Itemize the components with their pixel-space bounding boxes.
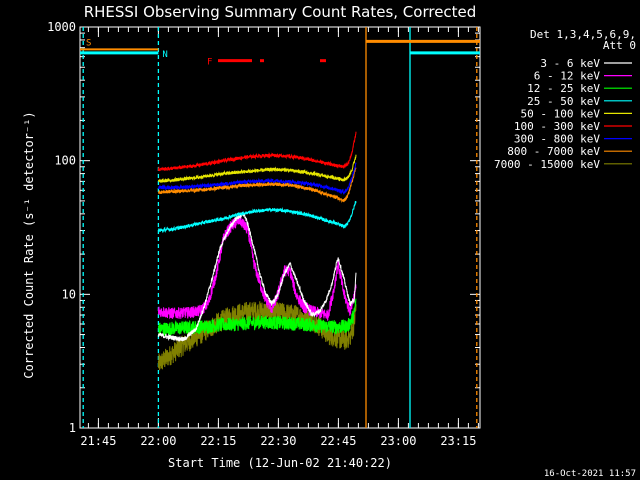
legend-label: 3 - 6 keV <box>540 57 600 70</box>
series-line <box>157 211 357 343</box>
legend-label: 12 - 25 keV <box>527 82 600 95</box>
legend-label: 25 - 50 keV <box>527 95 600 108</box>
plot-frame <box>79 26 481 429</box>
series-line <box>157 131 357 172</box>
saa-label: S <box>86 38 91 48</box>
legend-label: 50 - 100 keV <box>521 107 601 120</box>
y-tick-label: 1 <box>69 421 76 435</box>
x-tick-label: 21:45 <box>80 434 116 448</box>
x-tick-label: 22:15 <box>200 434 236 448</box>
x-axis-label: Start Time (12-Jun-02 21:40:22) <box>168 456 392 470</box>
y-tick-label: 1000 <box>47 20 76 34</box>
chart-title: RHESSI Observing Summary Count Rates, Co… <box>84 3 477 21</box>
x-tick-label: 23:15 <box>440 434 476 448</box>
footer-date: 16-Oct-2021 11:57 <box>544 469 636 479</box>
legend-label: 800 - 7000 keV <box>507 145 600 158</box>
y-tick-label: 100 <box>54 154 76 168</box>
y-axis-label-text: Corrected Count Rate (s⁻¹ detector⁻¹) <box>22 111 36 378</box>
night-label: N <box>162 50 167 60</box>
x-tick-label: 22:30 <box>260 434 296 448</box>
plot-area: 1 10 100 1000 21:45 22:00 22:15 22:30 22:45 23:00… <box>47 20 481 448</box>
legend-label: 6 - 12 keV <box>534 70 601 83</box>
series-line <box>157 298 357 336</box>
legend-header: Det 1,3,4,5,6,9, <box>530 28 636 41</box>
y-tick-label: 10 <box>62 287 76 301</box>
legend-label: 7000 - 15000 keV <box>494 158 600 171</box>
series-line <box>157 214 357 321</box>
x-tick-label: 23:00 <box>380 434 416 448</box>
series-line <box>157 166 357 203</box>
legend-label: 100 - 300 keV <box>514 120 600 133</box>
series-line <box>157 154 357 184</box>
x-tick-label: 22:45 <box>320 434 356 448</box>
x-tick-label: 22:00 <box>140 434 176 448</box>
legend-header: Att 0 <box>603 39 636 52</box>
y-axis-label: Corrected Count Rate (s⁻¹ detector⁻¹) <box>22 111 36 378</box>
legend-label: 300 - 800 keV <box>514 133 600 146</box>
flare-label: F <box>207 58 212 68</box>
series-line <box>157 200 357 234</box>
series-line <box>157 162 357 195</box>
